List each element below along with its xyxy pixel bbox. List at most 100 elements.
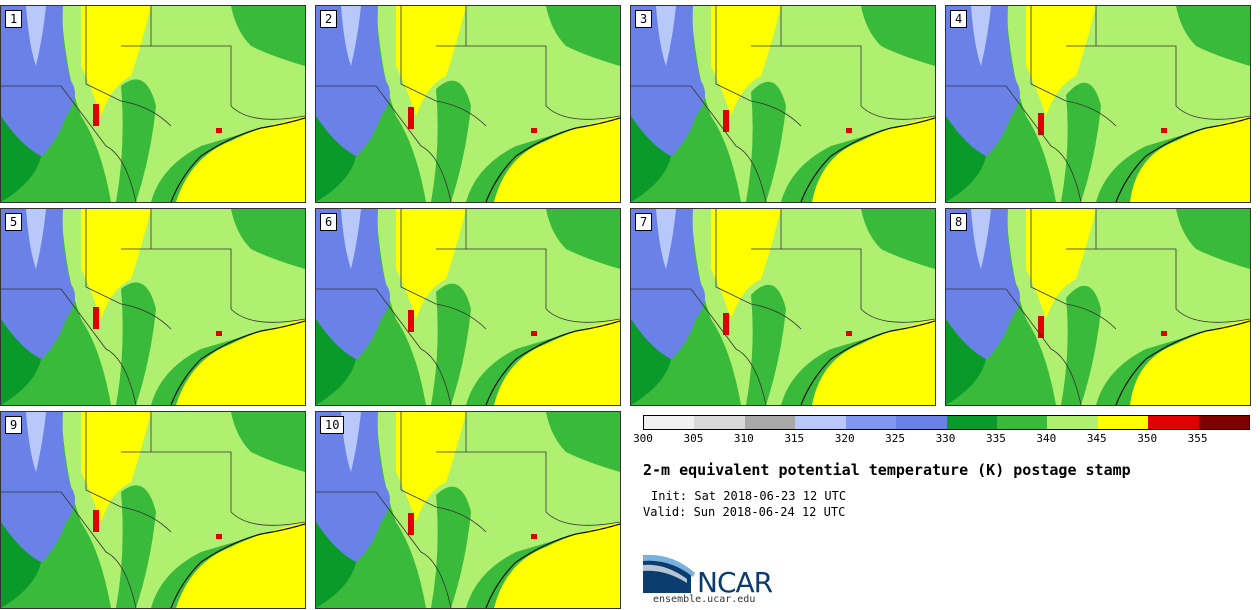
map-field-region [861, 209, 935, 269]
colorbar-ticks: 300 305 310 315 320 325 330 335 340 345 350 355 [633, 432, 1248, 446]
colorbar-segment [1148, 416, 1199, 429]
init-time: Init: Sat 2018-06-23 12 UTC [651, 489, 847, 503]
map-field-region [656, 209, 676, 269]
member-number-label: 10 [320, 416, 345, 434]
map-field-region [1130, 116, 1250, 202]
ensemble-member-panel-1: 1 [0, 5, 306, 203]
map-field-region [946, 319, 986, 405]
colorbar-segment [896, 416, 947, 429]
member-number-label: 7 [635, 213, 653, 231]
ensemble-member-panel-7: 7 [630, 208, 936, 406]
high-theta-e-region [216, 128, 222, 133]
colorbar-tick-label: 310 [733, 432, 754, 445]
map-field-region [546, 6, 620, 66]
valid-time: Valid: Sun 2018-06-24 12 UTC [643, 505, 846, 519]
map-field-region [231, 6, 305, 66]
theta-e-map [316, 412, 620, 608]
map-field-region [1026, 209, 1096, 319]
map-field-region [316, 288, 452, 405]
colorbar-tick-label: 355 [1187, 432, 1208, 445]
map-field-region [746, 81, 786, 202]
map-field-region [656, 6, 676, 66]
map-field-region [494, 116, 620, 202]
map-field-region [116, 79, 156, 202]
logo-text: NCAR [697, 566, 773, 599]
map-field-region [711, 6, 781, 116]
map-field-region [1, 288, 137, 405]
ensemble-member-panel-10: 10 [315, 411, 621, 609]
map-field-region [631, 288, 767, 405]
map-field-region [1061, 285, 1101, 405]
colorbar-segment [845, 416, 897, 429]
high-theta-e-region [846, 128, 852, 133]
map-field-region [116, 282, 156, 405]
map-field-region [431, 486, 471, 608]
map-field-region [176, 116, 305, 202]
high-theta-e-region [531, 534, 537, 539]
map-field-region [176, 522, 305, 608]
colorbar-segment [795, 416, 846, 429]
map-field-region [861, 6, 935, 66]
theta-e-map [1, 412, 305, 608]
map-field-region [485, 117, 620, 202]
high-theta-e-region [93, 307, 99, 329]
map-field-region [800, 117, 935, 202]
map-field-region [800, 320, 935, 405]
member-number-label: 8 [950, 213, 968, 231]
map-field-region [431, 80, 471, 202]
ensemble-member-panel-6: 6 [315, 208, 621, 406]
map-field-region [1115, 320, 1250, 405]
colorbar-segment [744, 416, 796, 429]
map-field-region [1115, 117, 1250, 202]
map-field-region [81, 209, 151, 319]
high-theta-e-region [723, 313, 729, 335]
colorbar-tick-label: 330 [935, 432, 956, 445]
map-field-region [316, 522, 356, 608]
map-field-region [631, 85, 767, 202]
map-field-region [341, 6, 361, 66]
theta-e-map [1, 6, 305, 202]
colorbar-segment [946, 416, 997, 429]
map-field-region [485, 523, 620, 608]
website-url[interactable]: ensemble.ucar.edu [653, 594, 756, 605]
map-field-region [400, 6, 620, 127]
ncar-logo-icon [643, 554, 695, 593]
theta-e-map [631, 6, 935, 202]
high-theta-e-region [1038, 113, 1044, 135]
map-field-region [946, 116, 986, 202]
colorbar-tick-label: 315 [784, 432, 805, 445]
map-field-region [546, 412, 620, 472]
map-field-region [81, 6, 151, 116]
map-field-region [1130, 319, 1250, 405]
colorbar-segment [1047, 416, 1098, 429]
high-theta-e-region [846, 331, 852, 336]
map-field-region [1, 319, 41, 405]
map-field-region [1030, 209, 1250, 330]
colorbar-segment [996, 416, 1048, 429]
colorbar [643, 415, 1250, 430]
map-field-region [715, 6, 935, 127]
map-field-region [396, 6, 466, 116]
high-theta-e-region [1161, 331, 1167, 336]
map-field-region [316, 116, 356, 202]
map-field-region [400, 209, 620, 330]
map-field-region [1, 85, 137, 202]
colorbar-tick-label: 350 [1137, 432, 1158, 445]
map-field-region [1, 116, 41, 202]
map-field-region [746, 284, 786, 405]
map-field-region [231, 412, 305, 472]
map-field-region [1061, 82, 1101, 202]
high-theta-e-region [1161, 128, 1167, 133]
colorbar-tick-label: 340 [1036, 432, 1057, 445]
high-theta-e-region [93, 104, 99, 126]
theta-e-map [946, 209, 1250, 405]
high-theta-e-region [93, 510, 99, 532]
map-field-region [341, 412, 361, 472]
plot-title: 2-m equivalent potential temperature (K)… [643, 461, 1131, 479]
colorbar-segment [644, 416, 695, 429]
map-field-region [81, 412, 151, 522]
map-field-region [170, 523, 305, 608]
high-theta-e-region [531, 331, 537, 336]
colorbar-segment [1097, 416, 1149, 429]
map-field-region [485, 320, 620, 405]
